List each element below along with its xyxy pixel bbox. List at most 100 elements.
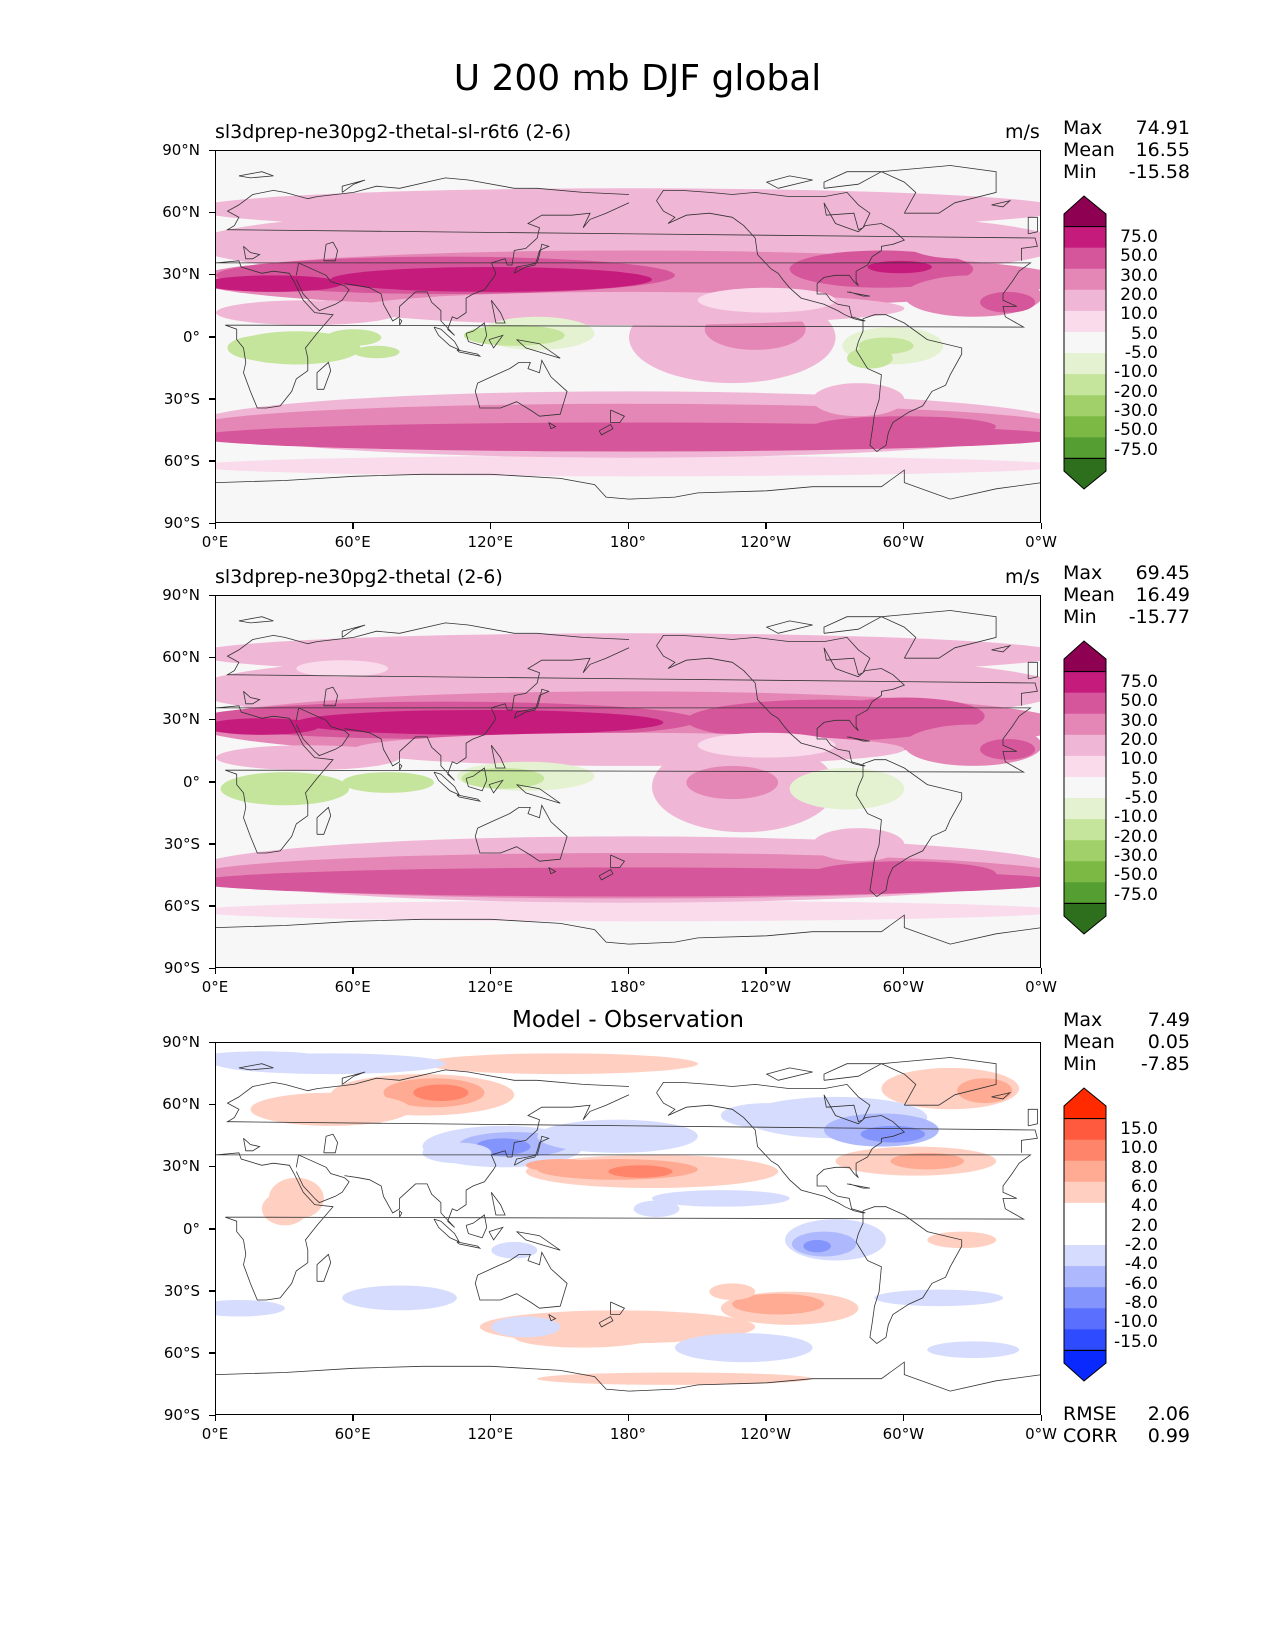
colorbar-tick-label: -2.0 [1124,1235,1158,1256]
y-tick [209,1103,215,1106]
x-tick-label: 60°E [334,1425,371,1443]
stat-row-mean: Mean 16.55 [1063,139,1190,161]
y-tick-label: 0° [182,772,200,791]
panel-title: Model - Observation [511,1007,745,1033]
x-tick [627,523,629,529]
x-tick [1040,968,1042,974]
colorbar-tick-label: 2.0 [1130,1215,1158,1236]
y-tick [209,273,215,276]
x-tick [627,1415,629,1421]
colorbar-tick-label: -20.0 [1114,826,1158,847]
metric-value: 0.99 [1147,1425,1190,1447]
y-tick-label: 0° [182,327,200,346]
colorbar-tick-label: -6.0 [1124,1273,1158,1294]
y-tick [209,211,215,214]
colorbar-tick-label: -30.0 [1114,845,1158,866]
y-tick-label: 90°N [162,141,200,159]
stat-value: -15.58 [1128,161,1190,183]
colorbar-tick-label: -75.0 [1114,439,1158,460]
stat-value: 69.45 [1135,562,1190,584]
y-tick [209,1352,215,1354]
colorbar-tick-label: -50.0 [1114,865,1158,886]
metric-value: 2.06 [1147,1403,1190,1425]
y-tick [209,594,215,596]
y-tick-label: 60°N [162,1095,200,1114]
y-tick [209,967,215,969]
stat-row-min: Min -15.77 [1063,606,1190,628]
colorbar-tick-label: -4.0 [1124,1254,1158,1275]
metric-label: CORR [1063,1425,1118,1447]
stat-row-max: Max 7.49 [1063,1009,1190,1031]
colorbar-tick-label: -5.0 [1124,343,1158,364]
x-tick-label: 60°W [882,978,925,996]
contour-fill [216,633,1040,922]
y-tick-label: 60°S [163,1343,200,1362]
x-tick-label: 180° [609,978,647,996]
x-tick-label: 60°E [334,533,371,551]
y-tick-label: 60°N [162,203,200,222]
colorbar-tick-label: -30.0 [1114,400,1158,421]
y-tick-label: 90°N [162,1033,200,1051]
x-tick [765,1415,767,1421]
y-tick [209,460,215,462]
y-tick-label: 30°N [162,1157,200,1176]
stat-value: 0.05 [1147,1031,1190,1053]
stat-label: Max [1063,117,1103,139]
x-tick [489,523,492,529]
colorbar-tick-label: 50.0 [1120,246,1158,267]
x-tick-label: 60°W [882,1425,925,1443]
y-tick-label: 90°N [162,586,200,604]
colorbar-tick-label: 30.0 [1120,265,1158,286]
y-tick-label: 30°S [163,834,200,853]
stat-value: -15.77 [1128,606,1190,628]
stats-block: Max 7.49 Mean 0.05 Min -7.85 [1063,1009,1190,1075]
stat-row-max: Max 69.45 [1063,562,1190,584]
y-tick [209,1290,215,1292]
y-tick-label: 0° [182,1219,200,1238]
colorbar-tick-label: -50.0 [1114,420,1158,441]
stat-label: Mean [1063,139,1115,161]
colorbar-tick-label: 50.0 [1120,691,1158,712]
x-tick [765,968,767,974]
map-plot [215,595,1041,968]
colorbar-tick-label: 10.0 [1120,1138,1158,1159]
colorbar-tick-label: 5.0 [1130,323,1158,344]
y-tick [209,718,215,721]
y-tick [209,656,215,659]
x-tick [1040,1415,1042,1421]
y-tick [209,1165,215,1168]
coastlines [216,165,1040,500]
x-tick-label: 0°W [1025,978,1057,996]
metrics-block: RMSE 2.06 CORR 0.99 [1063,1403,1190,1447]
stat-label: Min [1063,1053,1097,1075]
x-tick [352,523,354,529]
x-tick-label: 120°W [740,978,792,996]
y-tick [209,781,215,783]
y-tick-label: 30°S [163,1281,200,1300]
stat-value: 74.91 [1135,117,1190,139]
y-tick [209,398,215,400]
colorbar-tick-label: 4.0 [1130,1196,1158,1217]
colorbar-tick-label: 75.0 [1120,672,1158,693]
stat-row-mean: Mean 16.49 [1063,584,1190,606]
x-tick [902,523,905,529]
y-tick-label: 60°S [163,451,200,470]
y-tick-label: 30°N [162,710,200,729]
y-tick [209,336,215,338]
coastlines [216,1057,1040,1392]
contour-fill [216,1051,1020,1385]
units-label: m/s [1005,121,1040,143]
y-tick-label: 30°S [163,389,200,408]
x-tick [489,1415,492,1421]
x-tick-label: 180° [609,533,647,551]
map-plot [215,1042,1041,1415]
x-tick-label: 120°E [467,978,514,996]
units-label: m/s [1005,566,1040,588]
colorbar-tick-label: 15.0 [1120,1119,1158,1140]
panel-title: sl3dprep-ne30pg2-thetal (2-6) [215,566,503,588]
colorbar-tick-label: 10.0 [1120,304,1158,325]
metric-row-rmse: RMSE 2.06 [1063,1403,1190,1425]
y-tick [209,843,215,845]
x-tick-label: 180° [609,1425,647,1443]
colorbar-tick-label: -8.0 [1124,1292,1158,1313]
